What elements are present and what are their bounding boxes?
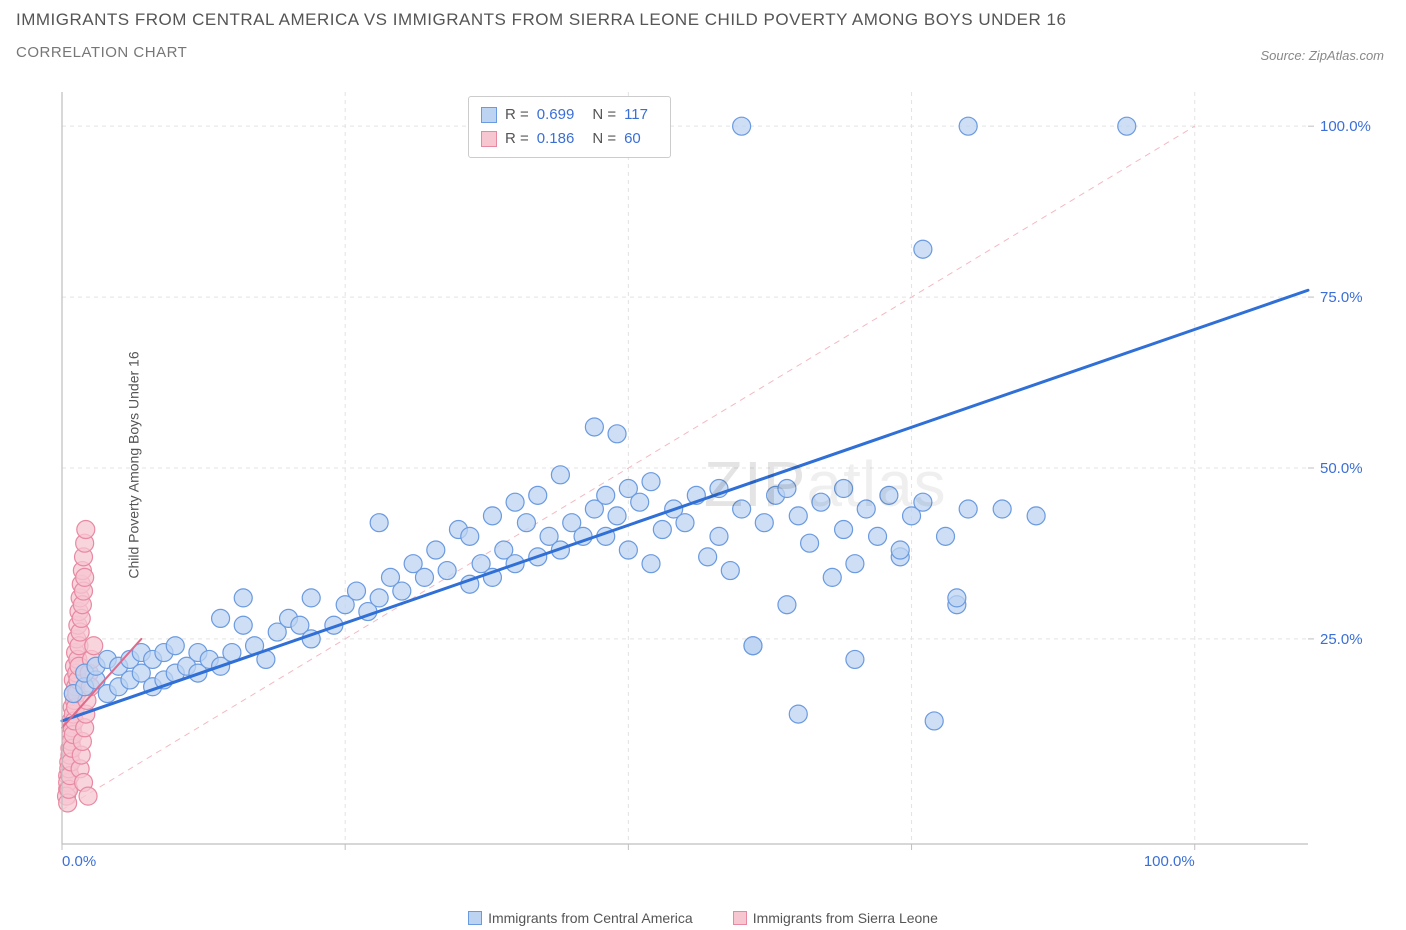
svg-text:100.0%: 100.0% (1320, 118, 1371, 135)
svg-text:0.0%: 0.0% (62, 853, 96, 870)
correlation-stats-box: R = 0.699 N = 117 R = 0.186 N = 60 (468, 96, 671, 158)
scatter-plot-svg: 0.0% 100.0% 25.0% 50.0% 75.0% 100.0% (56, 86, 1378, 878)
source-attribution: Source: ZipAtlas.com (1260, 48, 1384, 63)
stat-n-value: 60 (624, 127, 641, 151)
series-swatch (733, 911, 747, 925)
svg-text:75.0%: 75.0% (1320, 289, 1363, 306)
stats-row: R = 0.699 N = 117 (481, 103, 658, 127)
stat-r-label: R = (505, 127, 529, 151)
legend-item: Immigrants from Central America (468, 910, 693, 926)
svg-text:100.0%: 100.0% (1144, 853, 1195, 870)
stats-row: R = 0.186 N = 60 (481, 127, 658, 151)
legend-item: Immigrants from Sierra Leone (733, 910, 938, 926)
series-swatch (468, 911, 482, 925)
stat-n-value: 117 (624, 103, 648, 127)
svg-text:50.0%: 50.0% (1320, 460, 1363, 477)
stat-n-label: N = (592, 103, 616, 127)
chart-title-line1: IMMIGRANTS FROM CENTRAL AMERICA VS IMMIG… (16, 10, 1226, 30)
stat-r-value: 0.186 (537, 127, 575, 151)
stat-r-value: 0.699 (537, 103, 575, 127)
chart-title-line2: CORRELATION CHART (16, 44, 1226, 61)
legend-label: Immigrants from Sierra Leone (753, 910, 938, 926)
chart-title-block: IMMIGRANTS FROM CENTRAL AMERICA VS IMMIG… (16, 10, 1226, 61)
legend-bottom: Immigrants from Central America Immigrant… (0, 910, 1406, 926)
legend-label: Immigrants from Central America (488, 910, 693, 926)
stat-r-label: R = (505, 103, 529, 127)
y-axis-label: Child Poverty Among Boys Under 16 (126, 351, 142, 578)
stat-n-label: N = (592, 127, 616, 151)
series-swatch (481, 107, 497, 123)
svg-text:25.0%: 25.0% (1320, 631, 1363, 648)
series-swatch (481, 131, 497, 147)
chart-area: 0.0% 100.0% 25.0% 50.0% 75.0% 100.0% (56, 86, 1378, 878)
